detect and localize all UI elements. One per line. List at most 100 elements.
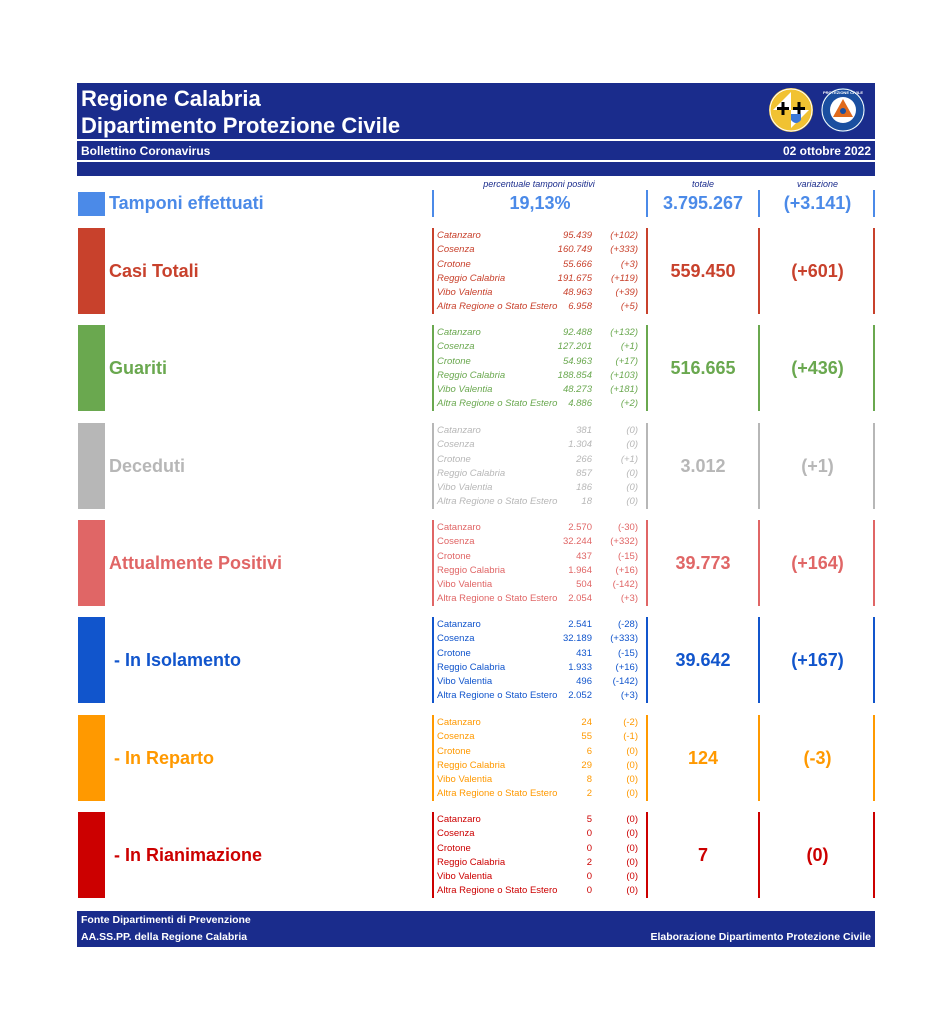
bulletin-label: Bollettino Coronavirus: [81, 144, 211, 158]
province-name: Vibo Valentia: [437, 384, 493, 396]
province-value: 381: [576, 425, 592, 436]
rianimazione-province-list: Catanzaro 5 (0) Cosenza 0 (0) Crotone 0 …: [437, 813, 646, 899]
province-name: Reggio Calabria: [437, 564, 506, 576]
province-name: Cosenza: [437, 731, 475, 743]
province-row: Reggio Calabria 191.675 (+119): [437, 272, 646, 286]
guariti-divider-2: [646, 325, 648, 411]
province-name: Cosenza: [437, 439, 475, 451]
positivi-color-bar: [78, 520, 105, 606]
positivi-province-list: Catanzaro 2.570 (-30) Cosenza 32.244 (+3…: [437, 521, 646, 607]
province-name: Cosenza: [437, 828, 475, 840]
province-name: Crotone: [437, 355, 471, 367]
province-name: Catanzaro: [437, 717, 481, 728]
province-delta: (+3): [620, 258, 638, 270]
province-delta: (0): [626, 774, 638, 786]
province-delta: (0): [626, 482, 638, 494]
deceduti-divider-2: [646, 423, 648, 509]
regione-calabria-logo: [769, 88, 813, 132]
province-delta: (+181): [610, 384, 638, 396]
province-value: 54.963: [562, 355, 592, 367]
province-delta: (+102): [610, 230, 638, 241]
isolamento-variation: (+167): [791, 650, 844, 670]
province-row: Crotone 55.666 (+3): [437, 258, 646, 272]
province-delta: (+1): [620, 341, 638, 353]
province-delta: (0): [626, 467, 638, 479]
province-value: 48.963: [562, 287, 592, 299]
province-delta: (-1): [623, 731, 638, 743]
province-name: Cosenza: [437, 633, 475, 645]
province-row: Crotone 54.963 (+17): [437, 355, 646, 369]
positivi-divider-1: [432, 520, 434, 606]
province-row: Crotone 437 (-15): [437, 550, 646, 564]
province-row: Cosenza 0 (0): [437, 827, 646, 841]
province-name: Altra Regione o Stato Estero: [437, 690, 558, 702]
province-delta: (0): [626, 856, 638, 868]
province-name: Altra Regione o Stato Estero: [437, 398, 558, 410]
deceduti-divider-1: [432, 423, 434, 509]
province-value: 2: [586, 856, 592, 868]
province-value: 857: [576, 467, 592, 479]
province-name: Vibo Valentia: [437, 482, 493, 494]
deceduti-variation: (+1): [801, 456, 834, 476]
province-name: Catanzaro: [437, 619, 481, 630]
reparto-total: 124: [687, 748, 719, 768]
deceduti-total: 3.012: [680, 456, 726, 476]
rianimazione-variation: (0): [806, 845, 829, 865]
bulletin-bar: Bollettino Coronavirus 02 ottobre 2022: [77, 141, 875, 160]
reparto-divider-4: [873, 715, 875, 801]
tamponi-color-square: [78, 192, 105, 216]
province-value: 2.570: [568, 522, 592, 533]
column-head-percentage: percentuale tamponi positivi: [483, 179, 595, 189]
isolamento-divider-2: [646, 617, 648, 703]
province-delta: (-30): [617, 522, 638, 533]
province-value: 0: [586, 885, 592, 897]
province-value: 431: [576, 647, 592, 659]
tamponi-total: 3.795.267: [662, 193, 744, 213]
casi-divider-1: [432, 228, 434, 314]
positivi-variation: (+164): [791, 553, 844, 573]
province-row: Altra Regione o Stato Estero 0 (0): [437, 884, 646, 898]
isolamento-total: 39.642: [675, 650, 731, 670]
tamponi-percentage: 19,13%: [509, 193, 571, 213]
province-value: 24: [581, 717, 592, 728]
province-name: Crotone: [437, 745, 471, 757]
casi-variation: (+601): [791, 261, 844, 281]
province-name: Catanzaro: [437, 425, 481, 436]
province-delta: (0): [626, 788, 638, 800]
footer-bar: Fonte Dipartimenti di Prevenzione AA.SS.…: [77, 911, 875, 947]
guariti-color-bar: [78, 325, 105, 411]
province-value: 2.054: [568, 593, 592, 605]
province-row: Crotone 0 (0): [437, 842, 646, 856]
province-row: Reggio Calabria 2 (0): [437, 856, 646, 870]
province-name: Altra Regione o Stato Estero: [437, 593, 558, 605]
casi-divider-3: [758, 228, 760, 314]
province-name: Crotone: [437, 550, 471, 562]
province-delta: (0): [626, 439, 638, 451]
footer-elaboration: Elaborazione Dipartimento Protezione Civ…: [650, 931, 871, 943]
province-name: Crotone: [437, 647, 471, 659]
province-name: Reggio Calabria: [437, 759, 506, 771]
province-value: 1.933: [568, 661, 592, 673]
province-name: Altra Regione o Stato Estero: [437, 496, 558, 508]
province-name: Vibo Valentia: [437, 579, 493, 591]
casi-color-bar: [78, 228, 105, 314]
guariti-divider-3: [758, 325, 760, 411]
casi-province-list: Catanzaro 95.439 (+102) Cosenza 160.749 …: [437, 229, 646, 315]
province-row: Reggio Calabria 188.854 (+103): [437, 369, 646, 383]
rianimazione-color-bar: [78, 812, 105, 898]
province-name: Catanzaro: [437, 522, 481, 533]
guariti-divider-4: [873, 325, 875, 411]
province-delta: (-15): [617, 647, 638, 659]
rianimazione-divider-2: [646, 812, 648, 898]
reparto-divider-2: [646, 715, 648, 801]
province-name: Altra Regione o Stato Estero: [437, 885, 558, 897]
province-value: 2.541: [568, 619, 592, 630]
reparto-divider-3: [758, 715, 760, 801]
province-name: Vibo Valentia: [437, 871, 493, 883]
province-name: Cosenza: [437, 341, 475, 353]
province-value: 95.439: [562, 230, 592, 241]
province-value: 29: [581, 759, 592, 771]
province-row: Altra Regione o Stato Estero 18 (0): [437, 495, 646, 509]
province-delta: (+119): [610, 272, 638, 284]
province-value: 5: [586, 814, 592, 825]
